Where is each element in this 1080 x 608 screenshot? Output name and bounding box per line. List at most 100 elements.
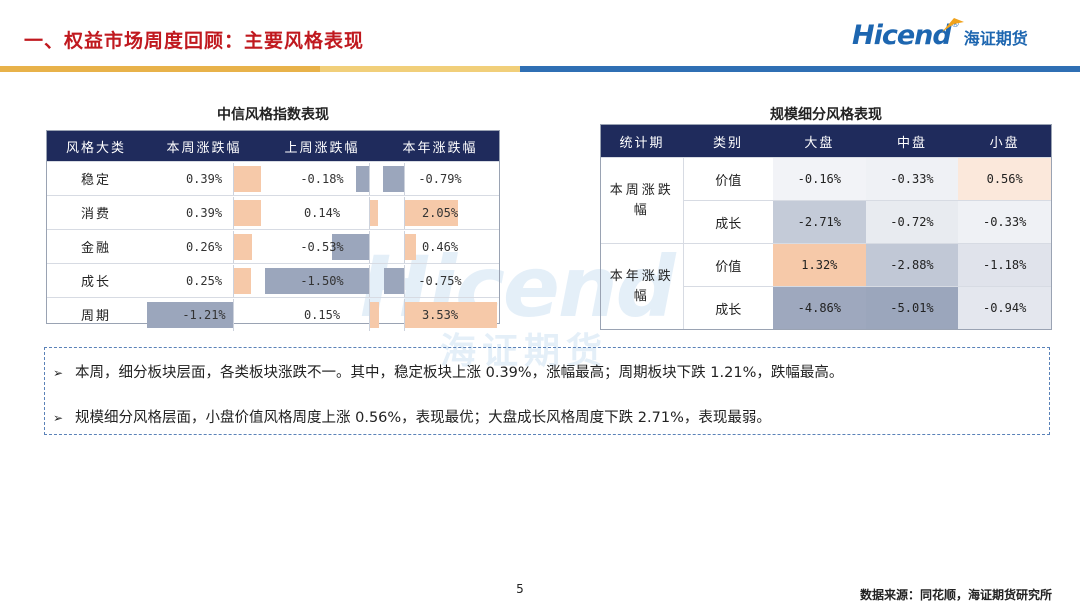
bullet-text: 规模细分风格层面，小盘价值风格周度上涨 0.56%，表现最优；大盘成长风格周度下…	[75, 410, 771, 426]
summary-bullet: ➢ 规模细分风格层面，小盘价值风格周度上涨 0.56%，表现最优；大盘成长风格周度…	[53, 406, 771, 427]
style-category: 金融	[47, 229, 145, 264]
value-cell: 0.39%	[145, 195, 263, 230]
zero-axis	[368, 298, 370, 331]
zero-axis	[368, 264, 370, 297]
summary-bullet: ➢ 本周，细分板块层面，各类板块涨跌不一。其中，稳定板块上涨 0.39%，涨幅最高…	[53, 361, 843, 382]
zero-axis	[403, 196, 405, 229]
column-header: 风格大类	[47, 131, 145, 162]
column-header: 中盘	[865, 125, 959, 158]
bar-cell: 0.26%	[145, 230, 263, 263]
value-cell: 0.25%	[145, 263, 263, 298]
value-cell: 0.15%	[263, 297, 381, 331]
logo-wordmark: Hicend	[852, 20, 952, 51]
page-number: 5	[516, 582, 524, 596]
zero-axis	[233, 298, 235, 331]
value-label: 0.46%	[421, 239, 459, 254]
table-row: 本年涨跌幅 价值 1.32% -2.88% -1.18%	[601, 243, 1051, 329]
heatmap-cell: -0.33%	[958, 200, 1051, 244]
table-row: 成长 -2.71% -0.72% -0.33%	[601, 200, 1051, 244]
style-type: 价值	[683, 243, 773, 287]
value-label: 0.14%	[303, 205, 341, 220]
bullet-text: 本周，细分板块层面，各类板块涨跌不一。其中，稳定板块上涨 0.39%，涨幅最高；…	[75, 365, 844, 381]
heatmap-cell: -1.18%	[958, 243, 1051, 287]
value-label: -0.18%	[300, 171, 344, 186]
bar-cell: 0.46%	[381, 230, 499, 263]
citic-style-index-table: 风格大类 本周涨跌幅 上周涨跌幅 本年涨跌幅 稳定 0.39% -0.18% -0.7…	[46, 130, 500, 331]
value-label: -0.75%	[418, 273, 462, 288]
bar-cell: -1.50%	[263, 264, 381, 297]
zero-axis	[403, 298, 405, 331]
data-bar	[403, 199, 458, 226]
zero-axis	[403, 162, 405, 195]
bar-cell: -0.75%	[381, 264, 499, 297]
table-row: 成长 0.25% -1.50% -0.75%	[47, 263, 499, 298]
size-style-table: 统计期 类别 大盘 中盘 小盘 本周涨跌幅 价值 -0.16% -0.33% 0.56%…	[600, 124, 1052, 330]
heatmap-cell: -0.94%	[958, 286, 1051, 329]
value-label: 0.39%	[185, 171, 223, 186]
data-bar	[384, 267, 404, 294]
bar-cell: 0.39%	[145, 196, 263, 229]
bar-cell: -0.18%	[263, 162, 381, 195]
bar-cell: 2.05%	[381, 196, 499, 229]
column-header: 上周涨跌幅	[263, 131, 381, 162]
data-bar	[403, 301, 497, 328]
heatmap-cell: 1.32%	[773, 243, 866, 287]
logo-chinese-name: 海证期货	[963, 29, 1028, 48]
value-label: 0.15%	[303, 307, 341, 322]
value-label: 0.25%	[185, 273, 223, 288]
column-header: 大盘	[773, 125, 866, 158]
zero-axis	[233, 230, 235, 263]
value-cell: -0.79%	[381, 161, 499, 196]
data-bar	[233, 233, 252, 260]
style-type: 成长	[683, 286, 773, 329]
zero-axis	[233, 162, 235, 195]
period-label: 本周涨跌幅	[601, 156, 684, 244]
data-bar	[147, 301, 234, 328]
style-category: 周期	[47, 297, 145, 331]
value-cell: 0.26%	[145, 229, 263, 264]
bar-cell: 0.25%	[145, 264, 263, 297]
bar-cell: 0.39%	[145, 162, 263, 195]
value-cell: 0.39%	[145, 161, 263, 196]
value-label: 0.26%	[185, 239, 223, 254]
logo-swoosh-icon	[942, 18, 964, 32]
column-header: 类别	[683, 125, 773, 158]
table-header-row: 统计期 类别 大盘 中盘 小盘	[601, 125, 1051, 158]
zero-axis	[368, 162, 370, 195]
value-label: -1.21%	[182, 307, 226, 322]
zero-axis	[368, 230, 370, 263]
table-row: 周期 -1.21% 0.15% 3.53%	[47, 297, 499, 331]
zero-axis	[368, 196, 370, 229]
data-source-note: 数据来源：同花顺，海证期货研究所	[859, 588, 1052, 602]
heatmap-cell: -2.71%	[773, 200, 866, 244]
style-type: 价值	[683, 156, 773, 201]
style-table-title: 中信风格指数表现	[217, 107, 329, 123]
data-bar	[233, 267, 252, 294]
data-bar	[233, 199, 261, 226]
value-cell: 0.46%	[381, 229, 499, 264]
data-bar	[356, 165, 369, 192]
data-bar	[368, 301, 379, 328]
bar-cell: 3.53%	[381, 298, 499, 331]
table-row: 本周涨跌幅 价值 -0.16% -0.33% 0.56%	[601, 156, 1051, 244]
table-row: 稳定 0.39% -0.18% -0.79%	[47, 161, 499, 196]
table-row: 金融 0.26% -0.53% 0.46%	[47, 229, 499, 264]
value-cell: -0.75%	[381, 263, 499, 298]
zero-axis	[233, 264, 235, 297]
data-bar	[383, 165, 404, 192]
table-row: 消费 0.39% 0.14% 2.05%	[47, 195, 499, 230]
value-cell: -1.21%	[145, 297, 263, 331]
value-cell: 3.53%	[381, 297, 499, 331]
bar-cell: -0.79%	[381, 162, 499, 195]
arrow-bullet-icon: ➢	[53, 366, 64, 380]
heatmap-cell: 0.56%	[958, 156, 1051, 201]
heatmap-cell: -0.33%	[865, 156, 959, 201]
bar-cell: 0.14%	[263, 196, 381, 229]
bar-cell: -1.21%	[145, 298, 263, 331]
column-header: 本年涨跌幅	[381, 131, 499, 162]
value-cell: 0.14%	[263, 195, 381, 230]
arrow-bullet-icon: ➢	[53, 411, 64, 425]
value-label: -0.53%	[300, 239, 344, 254]
style-category: 稳定	[47, 161, 145, 196]
value-cell: -0.53%	[263, 229, 381, 264]
